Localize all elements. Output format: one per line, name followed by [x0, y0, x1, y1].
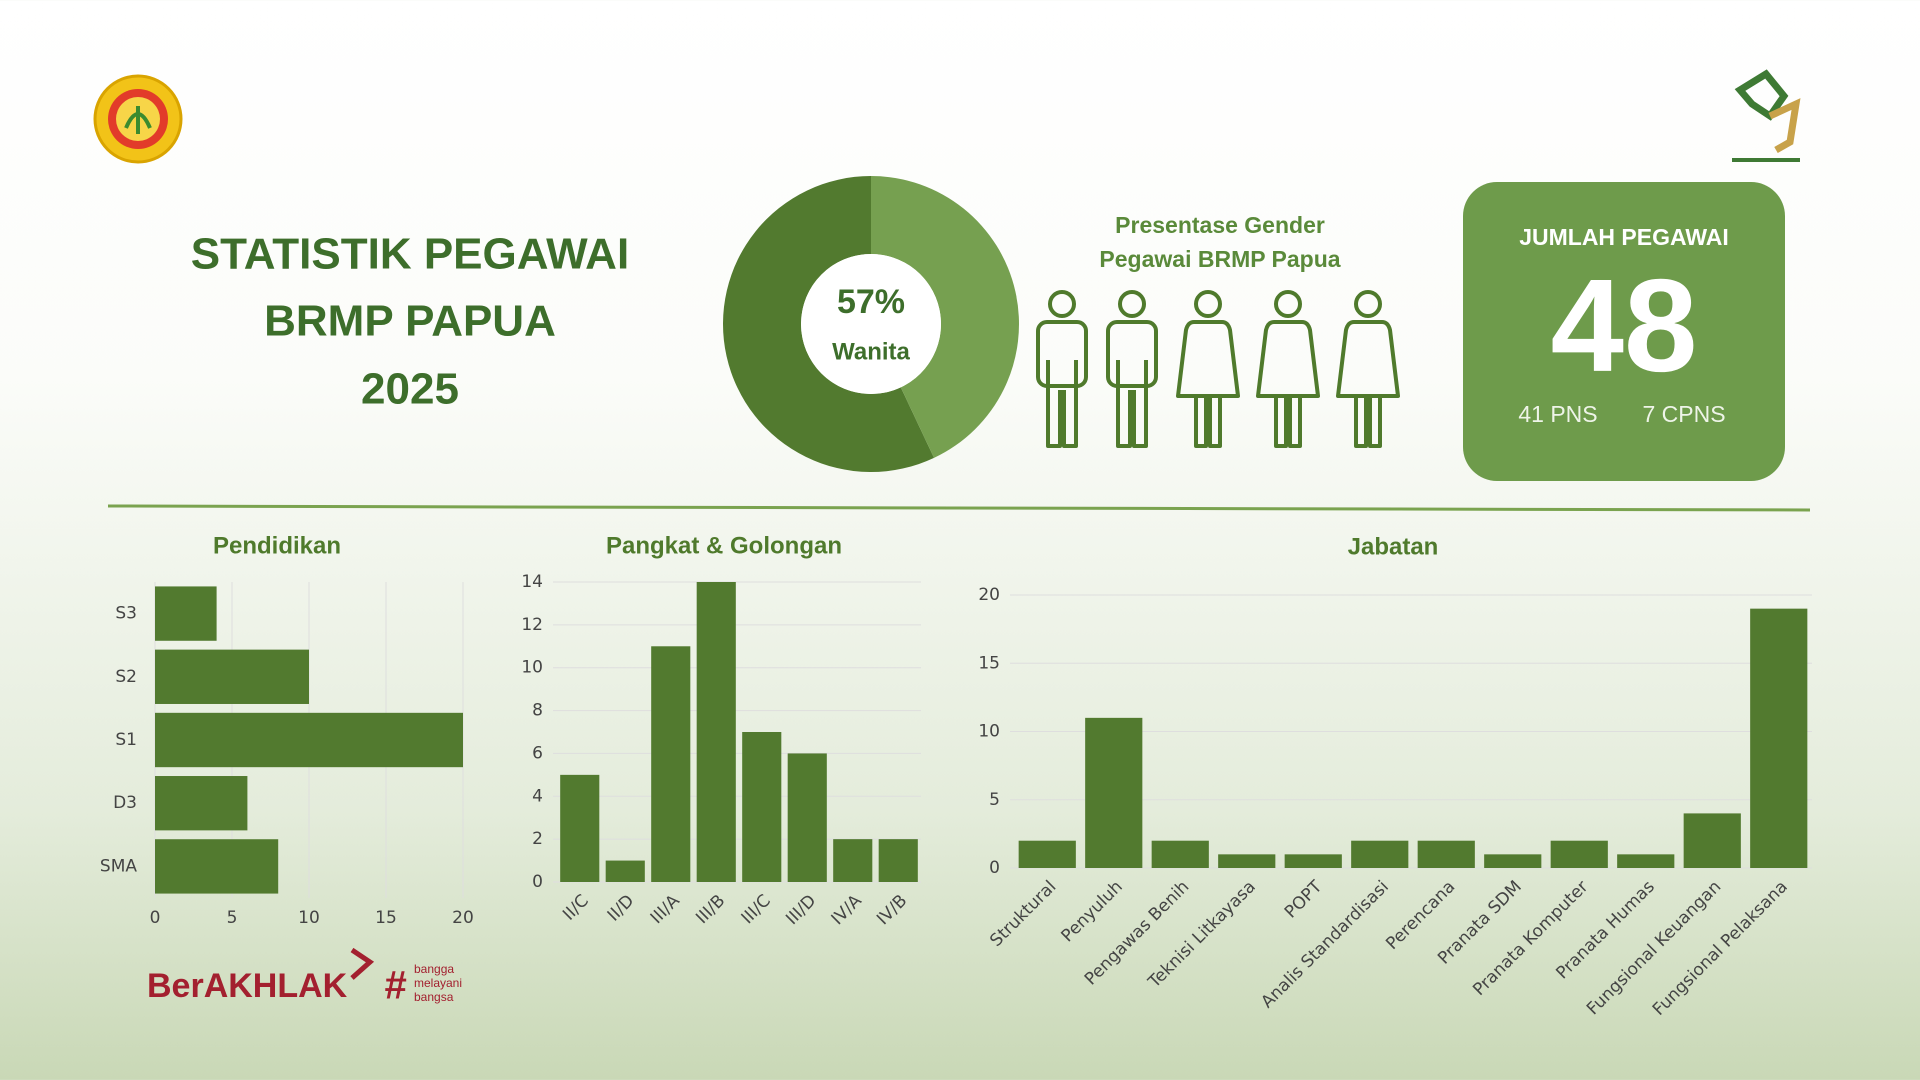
- x-tick-label: IV/A: [828, 891, 866, 929]
- x-tick-label: 5: [227, 908, 238, 928]
- title-line: STATISTIK PEGAWAI: [191, 230, 629, 279]
- y-tick-label: 10: [521, 658, 543, 678]
- bar: [155, 649, 309, 704]
- bar: [1550, 840, 1608, 868]
- x-tick-label: Pranata Komputer: [1469, 877, 1592, 1000]
- x-tick-label: III/C: [738, 891, 775, 928]
- total-box: [1463, 182, 1785, 481]
- x-tick-label: III/D: [782, 891, 820, 929]
- y-tick-label: 4: [532, 786, 543, 806]
- bar: [560, 774, 600, 882]
- hash: #: [384, 964, 407, 1008]
- bar: [1085, 717, 1143, 868]
- bar: [1484, 854, 1542, 868]
- bar: [833, 839, 873, 882]
- bar: [155, 586, 217, 641]
- bar: [1351, 840, 1409, 868]
- gender-icons: [1036, 290, 1400, 448]
- donut-hole: [801, 254, 941, 394]
- tagline: bangga: [414, 962, 454, 976]
- bar: [1284, 854, 1342, 868]
- chart-title: Pangkat & Golongan: [606, 532, 842, 559]
- bar: [651, 646, 691, 882]
- y-tick-label: D3: [113, 793, 137, 813]
- bar: [155, 712, 463, 768]
- bar: [787, 753, 827, 882]
- brand: BerAKHLAK: [147, 967, 348, 1005]
- x-tick-label: IV/B: [873, 891, 911, 929]
- total-breakdown: 7 CPNS: [1642, 401, 1725, 427]
- bar: [155, 776, 248, 831]
- y-tick-label: S3: [115, 604, 137, 624]
- x-tick-label: Fungsional Keuangan: [1583, 877, 1725, 1019]
- x-tick-label: Penyuluh: [1058, 877, 1127, 946]
- gender-caption: Presentase Gender: [1115, 212, 1325, 238]
- donut-label: Wanita: [832, 338, 910, 365]
- female-icon: [1256, 290, 1320, 448]
- total-breakdown: 41 PNS: [1518, 401, 1597, 427]
- y-tick-label: S1: [115, 730, 137, 750]
- x-tick-label: 20: [452, 908, 474, 928]
- y-tick-label: 8: [532, 701, 543, 721]
- bar: [742, 732, 782, 882]
- y-tick-label: 2: [532, 829, 543, 849]
- y-tick-label: 12: [521, 615, 543, 635]
- total-label: JUMLAH PEGAWAI: [1519, 224, 1729, 250]
- chart-title: Pendidikan: [213, 532, 341, 559]
- x-tick-label: 0: [150, 908, 161, 928]
- emblem-left: [93, 74, 183, 164]
- chart-title: Jabatan: [1348, 533, 1439, 560]
- x-tick-label: III/B: [692, 891, 729, 928]
- x-tick-label: II/C: [559, 891, 593, 925]
- bar: [1617, 854, 1675, 868]
- title-line: BRMP PAPUA: [264, 297, 556, 346]
- bar: [1417, 840, 1475, 868]
- bar: [1218, 854, 1276, 868]
- total-value: 48: [1551, 252, 1698, 399]
- bar: [878, 839, 918, 882]
- tagline: bangsa: [414, 990, 454, 1004]
- x-tick-label: 15: [375, 908, 397, 928]
- bar: [696, 582, 736, 882]
- donut-value-label: 57%: [837, 283, 905, 321]
- y-tick-label: 5: [989, 790, 1000, 810]
- donut-segment: [723, 176, 935, 472]
- y-tick-label: 0: [989, 858, 1000, 878]
- y-tick-label: S2: [115, 667, 137, 687]
- donut-segment: [871, 176, 1019, 458]
- y-tick-label: SMA: [100, 856, 137, 876]
- tagline: melayani: [414, 976, 462, 990]
- female-icon: [1336, 290, 1400, 448]
- x-tick-label: POPT: [1281, 877, 1327, 923]
- y-tick-label: 6: [532, 743, 543, 763]
- brand-mark: [350, 947, 375, 980]
- title-line: 2025: [361, 365, 459, 414]
- x-tick-label: Fungsional Pelaksana: [1649, 877, 1792, 1020]
- y-tick-label: 20: [978, 585, 1000, 605]
- divider: [107, 504, 1811, 512]
- y-tick-label: 14: [521, 572, 543, 592]
- x-tick-label: III/A: [647, 891, 684, 928]
- x-tick-label: Analis Standardisasi: [1257, 877, 1392, 1012]
- female-icon: [1176, 290, 1240, 448]
- x-tick-label: 10: [298, 908, 320, 928]
- y-tick-label: 15: [978, 653, 1000, 673]
- bar: [605, 860, 645, 882]
- male-icon: [1106, 290, 1158, 448]
- bar: [1750, 608, 1808, 868]
- bar: [1151, 840, 1209, 868]
- bar: [1018, 840, 1076, 868]
- y-tick-label: 0: [532, 872, 543, 892]
- y-tick-label: 10: [978, 722, 1000, 742]
- bar: [155, 839, 279, 894]
- x-tick-label: Struktural: [986, 877, 1060, 951]
- x-tick-label: II/D: [604, 891, 639, 926]
- bar: [1683, 813, 1741, 868]
- gender-caption: Pegawai BRMP Papua: [1099, 246, 1340, 272]
- male-icon: [1036, 290, 1088, 448]
- logo-right: [1732, 69, 1801, 162]
